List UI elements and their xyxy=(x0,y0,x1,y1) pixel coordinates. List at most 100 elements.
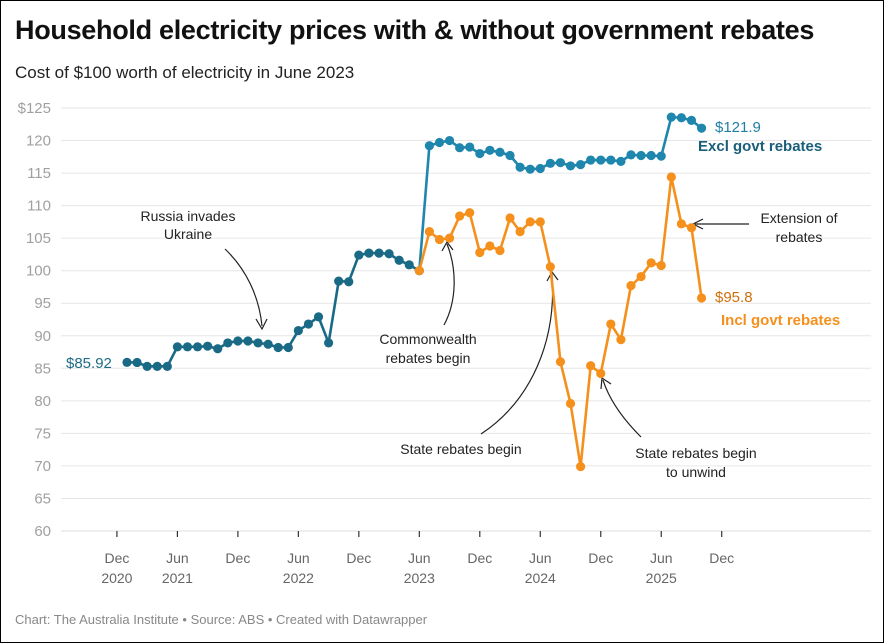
incl-series-point xyxy=(465,208,475,218)
excl-series-point xyxy=(364,248,374,258)
excl-series-point xyxy=(535,163,545,174)
y-tick-label: $125 xyxy=(18,100,51,117)
excl-series-point xyxy=(203,341,213,351)
excl-series-point xyxy=(686,115,697,125)
incl-series-point xyxy=(606,319,616,329)
excl-series-point xyxy=(384,249,394,259)
annotation-state-unwind: State rebates begin to unwind xyxy=(600,376,757,480)
x-tick-label: Dec xyxy=(225,550,250,566)
y-tick-label: 105 xyxy=(26,230,51,247)
excl-series-point xyxy=(253,338,263,348)
incl-series-point xyxy=(686,223,697,233)
incl-series-point xyxy=(616,335,626,345)
x-tick-label-year: 2025 xyxy=(646,570,677,586)
x-tick-label-year: 2020 xyxy=(101,570,132,586)
chart-subtitle: Cost of $100 worth of electricity in Jun… xyxy=(15,63,355,82)
excl-series-point xyxy=(424,141,434,151)
x-axis: Dec 2020 Jun 2021 Dec Jun 2022 Dec Jun 2023 Dec Jun… xyxy=(101,531,734,586)
excl-series-point xyxy=(444,135,455,146)
y-tick-label: 115 xyxy=(27,165,51,182)
excl-series-point xyxy=(525,164,535,174)
excl-series-point xyxy=(696,123,707,133)
annotation-state-unwind-arrowhead xyxy=(600,376,612,390)
incl-series-label: Incl govt rebates xyxy=(721,312,840,329)
excl-series-point xyxy=(545,158,555,168)
annotation-state-unwind-line2: to unwind xyxy=(666,464,726,480)
excl-series-point xyxy=(132,357,142,368)
annotation-state-begin-text: State rebates begin xyxy=(400,441,521,457)
excl-series-point xyxy=(606,155,616,165)
incl-series-point xyxy=(455,211,465,221)
x-tick-label: Jun xyxy=(287,550,310,566)
excl-series-point xyxy=(152,361,162,371)
y-tick-label: 60 xyxy=(34,523,51,540)
x-tick-label: Jun xyxy=(408,550,431,566)
excl-series-point xyxy=(586,155,596,165)
excl-end-value-label: $121.9 xyxy=(715,119,761,136)
incl-series-point xyxy=(576,461,586,472)
x-tick-label: Dec xyxy=(467,550,492,566)
excl-start-value-label: $85.92 xyxy=(66,355,112,372)
incl-series-point xyxy=(696,293,707,303)
incl-series-point xyxy=(656,260,666,271)
incl-series-point xyxy=(414,266,424,276)
excl-series-point xyxy=(354,250,364,260)
incl-end-value-label: $95.8 xyxy=(715,289,753,306)
y-tick-label: 70 xyxy=(34,458,51,475)
excl-series-point xyxy=(434,137,445,148)
incl-series-point xyxy=(596,368,606,379)
excl-series-point xyxy=(263,339,273,349)
excl-series-point xyxy=(233,336,243,346)
x-tick-label: Dec xyxy=(104,550,129,566)
x-tick-label-year: 2022 xyxy=(283,570,314,586)
excl-series-point xyxy=(293,325,303,336)
incl-series-point xyxy=(424,227,434,237)
excl-series-point xyxy=(192,342,203,352)
excl-series-point xyxy=(283,342,293,353)
y-tick-label: 90 xyxy=(34,328,51,345)
excl-series-point xyxy=(344,277,354,287)
incl-series-point xyxy=(515,227,525,237)
x-tick-label: Jun xyxy=(650,550,673,566)
excl-series-point xyxy=(273,342,283,353)
excl-series-line xyxy=(429,115,703,171)
y-tick-label: 120 xyxy=(26,133,51,150)
excl-series-point xyxy=(576,160,586,170)
y-tick-label: 85 xyxy=(34,360,51,377)
annotation-commonwealth: Commonwealth rebates begin xyxy=(379,240,477,366)
x-tick-label: Dec xyxy=(346,550,371,566)
incl-series-point xyxy=(666,172,676,182)
excl-series-point xyxy=(626,150,636,160)
y-tick-label: 100 xyxy=(26,263,51,280)
excl-series-point xyxy=(465,142,475,152)
annotation-commonwealth-arrowhead xyxy=(441,240,454,252)
incl-series-point xyxy=(676,219,687,229)
annotation-russia-arrowhead xyxy=(255,318,268,331)
incl-series-point xyxy=(535,217,545,227)
y-axis: 60 65 70 75 80 85 90 95 100 105 110 115 120 $125 xyxy=(18,100,51,540)
excl-series-point xyxy=(656,151,666,161)
incl-series-point xyxy=(626,281,636,291)
annotation-state-unwind-line1: State rebates begin xyxy=(635,445,756,461)
x-tick-label: Dec xyxy=(588,550,613,566)
x-tick-label-year: 2021 xyxy=(162,570,193,586)
annotation-extension-line1: Extension of xyxy=(760,210,837,226)
excl-series-point xyxy=(596,155,606,165)
x-tick-label-year: 2023 xyxy=(404,570,435,586)
excl-series-point xyxy=(485,145,495,155)
incl-series-point xyxy=(555,357,566,367)
excl-series-point xyxy=(334,276,344,286)
excl-series-point xyxy=(162,361,172,371)
y-tick-label: 75 xyxy=(34,425,51,442)
incl-series-point xyxy=(434,234,445,245)
excl-series-point xyxy=(404,260,414,270)
annotation-state-begin-arrow xyxy=(480,273,554,435)
excl-series-point xyxy=(565,161,576,171)
incl-series-point xyxy=(444,233,455,243)
excl-series-point xyxy=(303,319,314,329)
incl-series-point xyxy=(525,217,535,227)
excl-series-line xyxy=(126,251,420,368)
y-tick-label: 65 xyxy=(34,490,51,507)
excl-series-point xyxy=(505,150,515,161)
